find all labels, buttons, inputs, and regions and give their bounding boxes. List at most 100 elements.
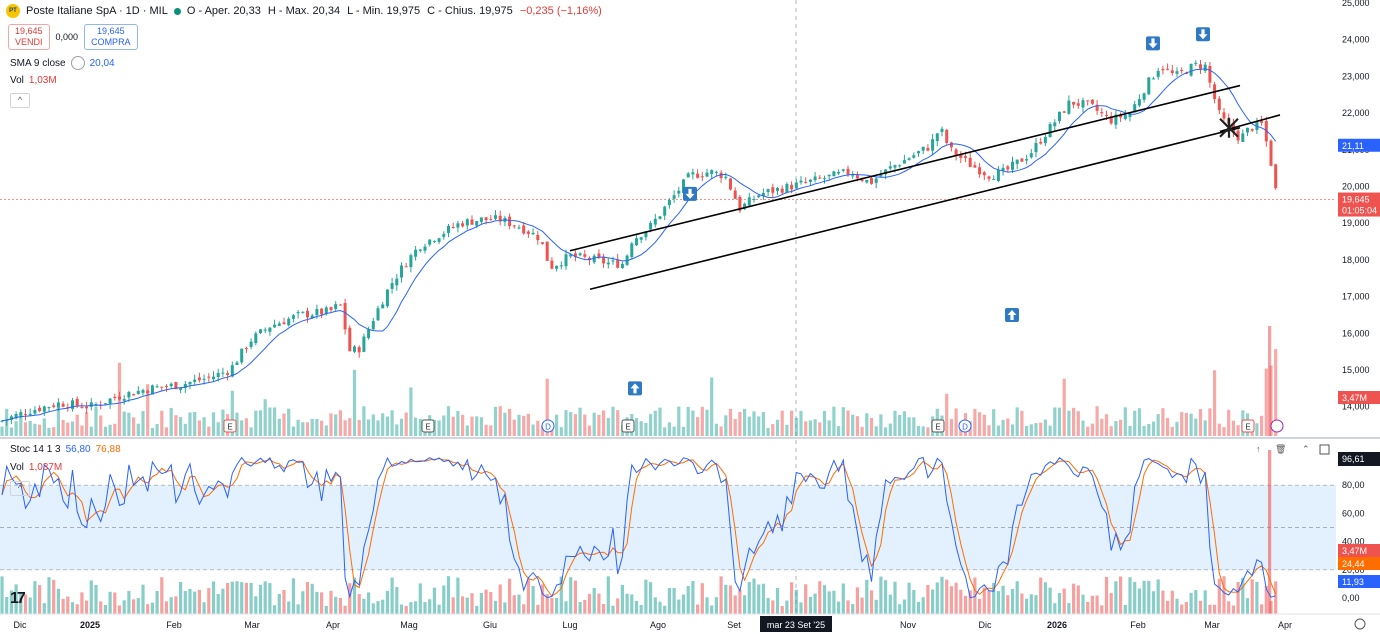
stochastic-volume-bar xyxy=(334,596,338,614)
pane-separator[interactable] xyxy=(0,437,1380,439)
candle-body xyxy=(658,216,662,219)
price-tick-label: 20,000 xyxy=(1342,182,1370,192)
stochastic-volume-bar xyxy=(855,587,859,614)
stochastic-legend[interactable]: Stoc 14 1 3 56,80 76,88 xyxy=(10,444,121,455)
volume-bar xyxy=(160,410,164,436)
candle-body xyxy=(376,308,380,321)
candle-body xyxy=(555,265,559,269)
candle-body xyxy=(639,237,643,240)
volume-bar xyxy=(258,410,263,436)
symbol-title[interactable]: Poste Italiane SpA · 1D · MIL xyxy=(26,5,168,17)
volume-bar xyxy=(738,412,742,436)
candle-body xyxy=(785,183,789,193)
stochastic-volume-bar xyxy=(230,581,234,614)
stochastic-volume-bar xyxy=(291,578,295,614)
volume-bar xyxy=(583,414,587,436)
market-status-icon xyxy=(173,7,181,15)
volume-bar xyxy=(296,419,300,436)
dividend-event-icon[interactable]: D xyxy=(958,419,972,433)
stochastic-volume-bar xyxy=(1222,576,1226,614)
candle-body xyxy=(315,309,319,315)
candle-body xyxy=(1109,116,1113,124)
volume-bar xyxy=(587,425,592,436)
candle-body xyxy=(1011,161,1014,170)
candle-body xyxy=(1043,136,1047,144)
volume-bar xyxy=(193,411,197,436)
volume-bar xyxy=(644,422,648,436)
volume-bar xyxy=(268,407,272,436)
buy-signal-icon[interactable] xyxy=(628,381,642,396)
candle-body xyxy=(550,260,554,269)
stochastic-volume-bar xyxy=(799,602,803,614)
volume-bar xyxy=(550,427,554,436)
stochastic-volume-bar xyxy=(324,605,328,614)
volume-bar xyxy=(888,423,892,436)
volume-bar xyxy=(338,410,342,436)
candle-body xyxy=(714,171,718,173)
candle-body xyxy=(987,176,991,179)
volume-bar xyxy=(564,410,568,436)
earnings-event-icon[interactable]: E xyxy=(931,419,945,433)
earnings-event-icon[interactable]: E xyxy=(223,419,237,433)
volume-bar xyxy=(677,406,681,436)
tradingview-logo-icon[interactable]: 17 xyxy=(10,590,26,607)
delete-pane-icon: 🗑 xyxy=(1275,444,1286,454)
collapse-stochastic-button[interactable]: ^ xyxy=(10,481,30,496)
volume2-legend[interactable]: Vol 1,037M xyxy=(10,462,62,473)
candle-body xyxy=(174,382,178,390)
buy-signal-icon[interactable] xyxy=(1005,307,1019,322)
candle-body xyxy=(818,177,822,179)
sell-button[interactable]: 19,645 VENDI xyxy=(8,24,50,50)
candle-body xyxy=(992,179,996,181)
stochastic-volume-bar xyxy=(1015,581,1019,614)
stochastic-volume-bar xyxy=(813,593,817,614)
earnings-event-icon[interactable]: E xyxy=(421,419,435,433)
collapse-legend-button[interactable]: ^ xyxy=(10,93,30,108)
volume-bar xyxy=(1100,418,1104,436)
volume-bar xyxy=(926,427,930,436)
volume2-label: Vol xyxy=(10,462,24,473)
volume-bar xyxy=(1231,420,1235,436)
candle-body xyxy=(1203,64,1207,71)
sma-legend[interactable]: SMA 9 close 20,04 xyxy=(10,56,115,70)
volume-bar xyxy=(1151,421,1156,436)
dividend-event-icon[interactable]: D xyxy=(541,419,555,433)
candle-body xyxy=(1137,99,1141,106)
sell-signal-icon[interactable] xyxy=(1196,27,1210,42)
volume-legend[interactable]: Vol 1,03M xyxy=(10,75,57,86)
stochastic-volume-bar xyxy=(559,576,563,614)
stochastic-volume-bar xyxy=(1006,595,1010,614)
candle-body xyxy=(122,399,126,401)
stochastic-volume-bar xyxy=(921,597,925,614)
spread-value: 0,000 xyxy=(55,32,79,42)
earnings-event-icon[interactable]: E xyxy=(1241,419,1255,433)
candle-body xyxy=(249,341,253,348)
candle-body xyxy=(1076,103,1080,106)
stochastic-volume-bar xyxy=(996,591,1000,614)
visibility-icon[interactable] xyxy=(70,56,85,70)
candle-body xyxy=(888,166,892,169)
candle-body xyxy=(804,181,808,183)
candle-body xyxy=(273,324,277,328)
buy-button[interactable]: 19,645 COMPRA xyxy=(84,24,138,50)
stochastic-volume-bar xyxy=(620,584,624,614)
candle-body xyxy=(1095,104,1099,111)
price-tick-label: 24,000 xyxy=(1342,35,1370,45)
volume-bar xyxy=(108,424,112,436)
sell-signal-icon[interactable] xyxy=(683,186,697,201)
sell-signal-icon[interactable] xyxy=(1146,36,1160,51)
volume-bar xyxy=(578,407,582,436)
candle-body xyxy=(541,242,544,244)
volume-bar xyxy=(465,425,469,436)
candle-body xyxy=(1105,114,1108,116)
volume-bar xyxy=(367,419,371,436)
earnings-event-icon[interactable]: E xyxy=(621,419,635,433)
stochastic-volume-bar xyxy=(428,599,432,614)
stochastic-volume-bar xyxy=(85,600,89,614)
volume-bar xyxy=(399,418,404,436)
volume-bar xyxy=(611,406,615,436)
candle-body xyxy=(348,327,352,352)
stochastic-volume-bar xyxy=(790,582,794,614)
candle-body xyxy=(696,173,700,178)
